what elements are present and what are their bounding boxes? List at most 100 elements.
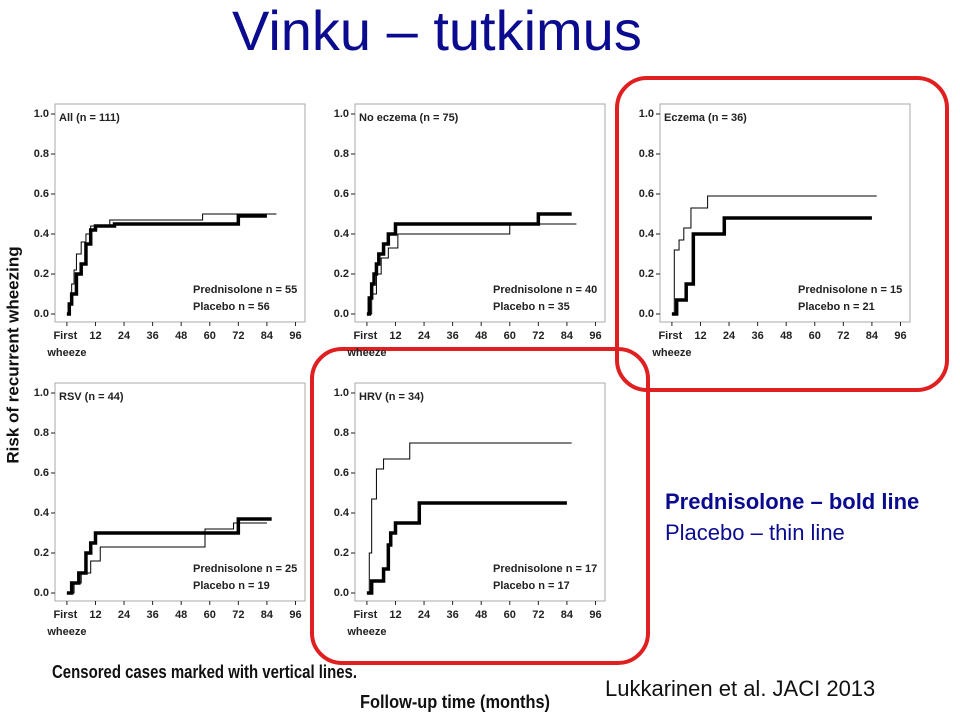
x-tick-label: 36	[146, 609, 158, 621]
y-tick-label: 0.6	[639, 188, 654, 200]
y-tick-label: 0.0	[34, 308, 49, 320]
x-tick-label: 96	[589, 330, 601, 342]
y-tick-label: 0.4	[334, 228, 350, 240]
panel-title: All (n = 111)	[59, 112, 120, 124]
y-tick-label: 0.2	[334, 547, 349, 559]
y-tick-label: 1.0	[334, 108, 349, 120]
x-tick-label: 72	[532, 330, 544, 342]
x-tick-label: 84	[261, 330, 274, 342]
x-tick-label: 12	[89, 330, 101, 342]
x-tick-label: 96	[589, 609, 601, 621]
x-tick-label: 60	[504, 609, 516, 621]
y-tick-label: 0.2	[34, 547, 49, 559]
panel-title: Eczema (n = 36)	[664, 112, 747, 124]
y-tick-label: 1.0	[34, 108, 49, 120]
x-tick-label: 12	[389, 609, 401, 621]
x-tick-label: 36	[751, 330, 763, 342]
x-tick-label: 84	[561, 330, 574, 342]
y-axis-label: Risk of recurrent wheezing	[3, 246, 22, 463]
slide-title: Vinku – tutkimus	[232, 0, 642, 62]
y-tick-label: 0.4	[34, 507, 50, 519]
x-tick-label: 84	[866, 330, 879, 342]
x-tick-label: 24	[418, 609, 431, 621]
x-tick-label: 48	[475, 330, 487, 342]
x-axis-label: Follow-up time (months)	[360, 692, 550, 712]
legend-entry: Prednisolone n = 55	[193, 284, 297, 296]
survival-line	[66, 522, 267, 594]
y-tick-label: 0.8	[334, 148, 349, 160]
survival-line	[366, 501, 567, 595]
x-tick-label: 72	[532, 609, 544, 621]
x-tick-label: 72	[232, 609, 244, 621]
plot-frame	[54, 103, 306, 323]
x-tick-label: 24	[418, 330, 431, 342]
x-tick-label: 84	[261, 609, 274, 621]
x-tick-label: 48	[780, 330, 792, 342]
survival-line	[366, 442, 572, 594]
x-tick-label: 60	[204, 609, 216, 621]
x-tick-label: 60	[504, 330, 516, 342]
y-tick-label: 0.8	[34, 148, 49, 160]
x-tick-label: 24	[118, 330, 131, 342]
x-tick-label: 12	[89, 609, 101, 621]
survival-line	[366, 223, 577, 315]
y-tick-label: 0.4	[639, 228, 655, 240]
y-tick-label: 0.2	[639, 268, 654, 280]
y-tick-label: 1.0	[639, 108, 654, 120]
plot-frame	[54, 382, 306, 602]
y-tick-label: 0.0	[639, 308, 654, 320]
x-tick-label: 36	[146, 330, 158, 342]
x-tick-label: 96	[894, 330, 906, 342]
panel-title: No eczema (n = 75)	[359, 112, 459, 124]
legend-entry: Prednisolone n = 15	[798, 284, 902, 296]
plot-frame	[354, 382, 606, 602]
legend-entry: Placebo n = 19	[193, 580, 270, 592]
x-tick-label: 72	[232, 330, 244, 342]
x-tick-label: 60	[204, 330, 216, 342]
citation: Lukkarinen et al. JACI 2013	[605, 676, 875, 701]
y-tick-label: 0.2	[34, 268, 49, 280]
y-tick-label: 0.2	[334, 268, 349, 280]
y-tick-label: 0.0	[334, 587, 349, 599]
plot-frame	[354, 103, 606, 323]
x-tick-label: First wheeze	[46, 609, 86, 638]
x-tick-label: 12	[694, 330, 706, 342]
highlight-frame	[310, 347, 650, 665]
x-tick-label: 12	[389, 330, 401, 342]
y-tick-label: 0.8	[334, 427, 349, 439]
x-tick-label: 48	[475, 609, 487, 621]
legend-entry: Prednisolone n = 25	[193, 563, 297, 575]
x-tick-label: First wheeze	[346, 330, 386, 359]
legend-note: Prednisolone – bold line	[665, 489, 919, 514]
panel-title: HRV (n = 34)	[359, 391, 424, 403]
x-tick-label: 96	[289, 609, 301, 621]
x-tick-label: 84	[561, 609, 574, 621]
y-tick-label: 1.0	[334, 387, 349, 399]
y-tick-label: 0.0	[334, 308, 349, 320]
x-tick-label: 48	[175, 330, 187, 342]
x-tick-label: 60	[809, 330, 821, 342]
legend-entry: Placebo n = 17	[493, 580, 570, 592]
y-tick-label: 0.4	[334, 507, 350, 519]
plot-frame	[659, 103, 911, 323]
x-tick-label: 36	[446, 330, 458, 342]
x-tick-label: First wheeze	[46, 330, 86, 359]
survival-line	[671, 195, 877, 315]
y-tick-label: 0.6	[334, 188, 349, 200]
y-tick-label: 0.0	[34, 587, 49, 599]
x-tick-label: 72	[837, 330, 849, 342]
survival-line	[66, 213, 277, 315]
y-tick-label: 0.6	[334, 467, 349, 479]
legend-entry: Placebo n = 35	[493, 301, 570, 313]
legend-entry: Prednisolone n = 17	[493, 563, 597, 575]
x-tick-label: 36	[446, 609, 458, 621]
x-tick-label: First wheeze	[346, 609, 386, 638]
x-tick-label: 24	[723, 330, 736, 342]
x-tick-label: 96	[289, 330, 301, 342]
